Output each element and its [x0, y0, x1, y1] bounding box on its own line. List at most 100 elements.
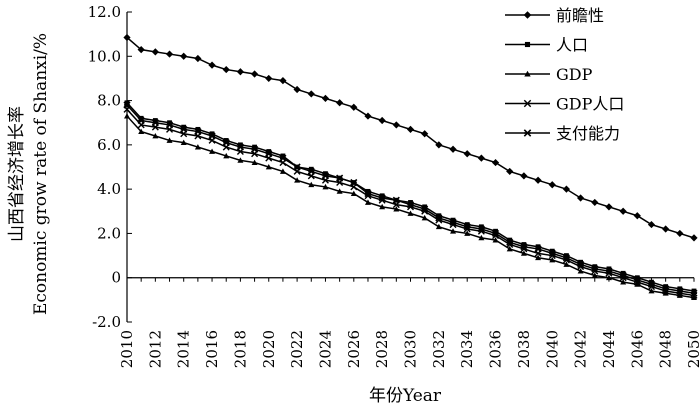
y-tick-label: 4.0	[97, 180, 121, 198]
series-0	[123, 33, 698, 242]
series-2	[124, 113, 697, 301]
marker-asterisk	[435, 214, 443, 222]
marker-diamond	[605, 203, 613, 211]
marker-diamond	[222, 65, 230, 74]
marker-asterisk	[321, 172, 330, 180]
marker-diamond	[307, 90, 315, 98]
x-tick-label: 2042	[572, 330, 590, 368]
legend-item-2: GDP	[505, 65, 593, 84]
x-tick-label: 2032	[430, 330, 448, 368]
marker-square	[223, 138, 229, 143]
marker-square	[521, 242, 527, 247]
marker-square	[266, 149, 272, 154]
marker-asterisk	[307, 167, 315, 175]
marker-diamond	[435, 141, 443, 149]
marker-diamond	[406, 125, 415, 133]
marker-triangle	[294, 177, 301, 183]
marker-diamond	[690, 234, 698, 242]
marker-diamond	[676, 229, 684, 238]
marker-square	[464, 222, 470, 227]
marker-asterisk	[165, 121, 174, 129]
y-tick-label: 2.0	[97, 224, 121, 242]
marker-diamond	[180, 52, 188, 60]
marker-asterisk	[633, 276, 641, 284]
marker-asterisk	[449, 218, 457, 226]
marker-square	[677, 286, 683, 292]
marker-asterisk	[123, 101, 131, 109]
marker-square	[152, 118, 158, 123]
marker-triangle	[620, 279, 627, 285]
marker-triangle	[577, 268, 584, 274]
marker-triangle	[535, 254, 542, 261]
marker-triangle	[152, 133, 159, 139]
marker-asterisk	[378, 194, 386, 202]
marker-diamond	[293, 85, 301, 94]
marker-square	[535, 244, 541, 250]
marker-asterisk	[151, 119, 159, 127]
marker-triangle	[379, 203, 386, 210]
marker-triangle	[322, 183, 329, 190]
marker-triangle	[450, 228, 457, 234]
marker-triangle	[350, 190, 357, 196]
x-tick-label: 2012	[146, 330, 164, 368]
x-tick-label: 2016	[203, 330, 221, 368]
marker-diamond	[123, 33, 131, 42]
marker-square	[478, 224, 484, 230]
marker-asterisk	[562, 254, 570, 262]
y-axis-label-en-group: Economic grow rate of Shanxi/%	[31, 33, 51, 315]
x-tick-label: 2034	[458, 330, 476, 368]
x-tick-label: 2024	[316, 330, 334, 368]
y-axis-label: 山西省经济增长率	[7, 106, 27, 242]
marker-diamond	[208, 61, 216, 69]
marker-asterisk	[336, 174, 344, 182]
marker-square	[422, 204, 428, 210]
marker-asterisk	[137, 116, 145, 125]
marker-square	[379, 193, 385, 199]
marker-diamond	[633, 212, 641, 220]
marker-asterisk	[619, 271, 627, 280]
x-tick-label: 2010	[118, 330, 136, 368]
marker-square	[493, 228, 498, 234]
marker-asterisk	[194, 128, 202, 136]
marker-square	[308, 166, 314, 172]
marker-triangle	[605, 274, 612, 281]
marker-asterisk	[293, 163, 301, 171]
marker-square	[564, 253, 569, 258]
marker-square	[691, 288, 697, 294]
marker-square	[436, 213, 442, 219]
x-tick-label: 2048	[657, 330, 675, 368]
marker-diamond	[250, 70, 259, 78]
x-tick-label: 2050	[685, 330, 700, 368]
legend-item-4: 支付能力	[505, 124, 620, 143]
marker-diamond	[491, 158, 500, 167]
x-tick-label: 2036	[487, 330, 505, 368]
marker-triangle	[520, 250, 527, 256]
legend-label: GDP	[556, 65, 593, 84]
marker-triangle	[265, 164, 272, 170]
marker-triangle	[223, 152, 230, 159]
marker-square	[323, 171, 328, 177]
x-tick-label: 2038	[515, 330, 533, 368]
marker-triangle	[435, 223, 442, 230]
y-axis-label-en: Economic grow rate of Shanxi/%	[31, 33, 51, 315]
marker-square	[167, 120, 172, 126]
marker-asterisk	[506, 238, 514, 246]
marker-diamond	[378, 116, 386, 125]
marker-diamond	[662, 225, 670, 233]
marker-square	[549, 248, 555, 254]
marker-triangle	[634, 281, 641, 287]
x-tick-label: 2040	[543, 330, 561, 368]
marker-square	[524, 41, 531, 48]
legend-item-1: 人口	[505, 36, 588, 55]
marker-square	[663, 284, 669, 289]
marker-square	[606, 266, 612, 272]
marker-square	[252, 144, 257, 150]
marker-diamond	[392, 121, 400, 129]
marker-asterisk	[676, 287, 684, 295]
legend-item-0: 前瞻性	[505, 6, 604, 25]
marker-asterisk	[548, 249, 556, 257]
marker-asterisk	[534, 245, 542, 253]
x-tick-label: 2014	[175, 330, 193, 368]
marker-diamond	[137, 46, 145, 54]
